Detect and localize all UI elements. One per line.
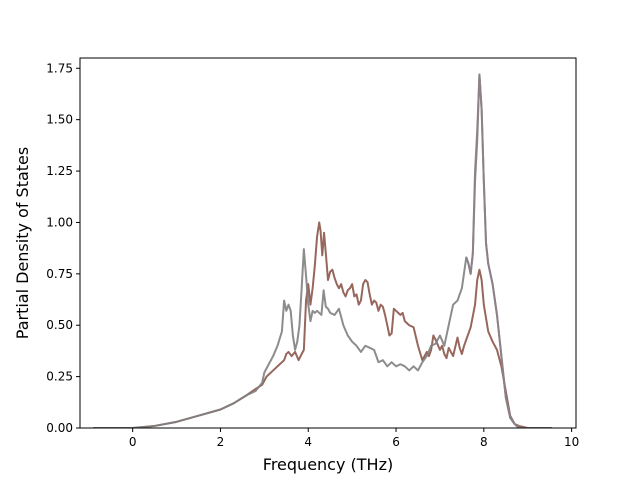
x-tick-label: 6 bbox=[392, 435, 400, 449]
y-tick-label: 0.25 bbox=[46, 370, 73, 384]
y-tick-label: 0.75 bbox=[46, 267, 73, 281]
y-tick-label: 1.00 bbox=[46, 215, 73, 229]
x-axis: 0 2 4 6 8 10 bbox=[129, 428, 579, 449]
plot-frame bbox=[79, 57, 577, 429]
x-tick-label: 4 bbox=[304, 435, 312, 449]
y-axis: 0.00 0.25 0.50 0.75 1.00 1.25 1.50 1.75 bbox=[46, 61, 80, 435]
y-tick-label: 1.75 bbox=[46, 61, 73, 75]
y-tick-label: 1.25 bbox=[46, 164, 73, 178]
x-tick-label: 8 bbox=[480, 435, 488, 449]
series-line-1 bbox=[93, 221, 552, 428]
x-tick-label: 10 bbox=[564, 435, 579, 449]
series-line-3 bbox=[465, 73, 520, 428]
x-tick-label: 0 bbox=[129, 435, 137, 449]
y-tick-label: 1.50 bbox=[46, 113, 73, 127]
x-axis-label: Frequency (THz) bbox=[263, 455, 393, 474]
y-axis-label: Partial Density of States bbox=[13, 147, 32, 339]
y-tick-label: 0.50 bbox=[46, 318, 73, 332]
y-tick-label: 0.00 bbox=[46, 421, 73, 435]
series-layer bbox=[93, 73, 552, 428]
x-tick-label: 2 bbox=[217, 435, 225, 449]
